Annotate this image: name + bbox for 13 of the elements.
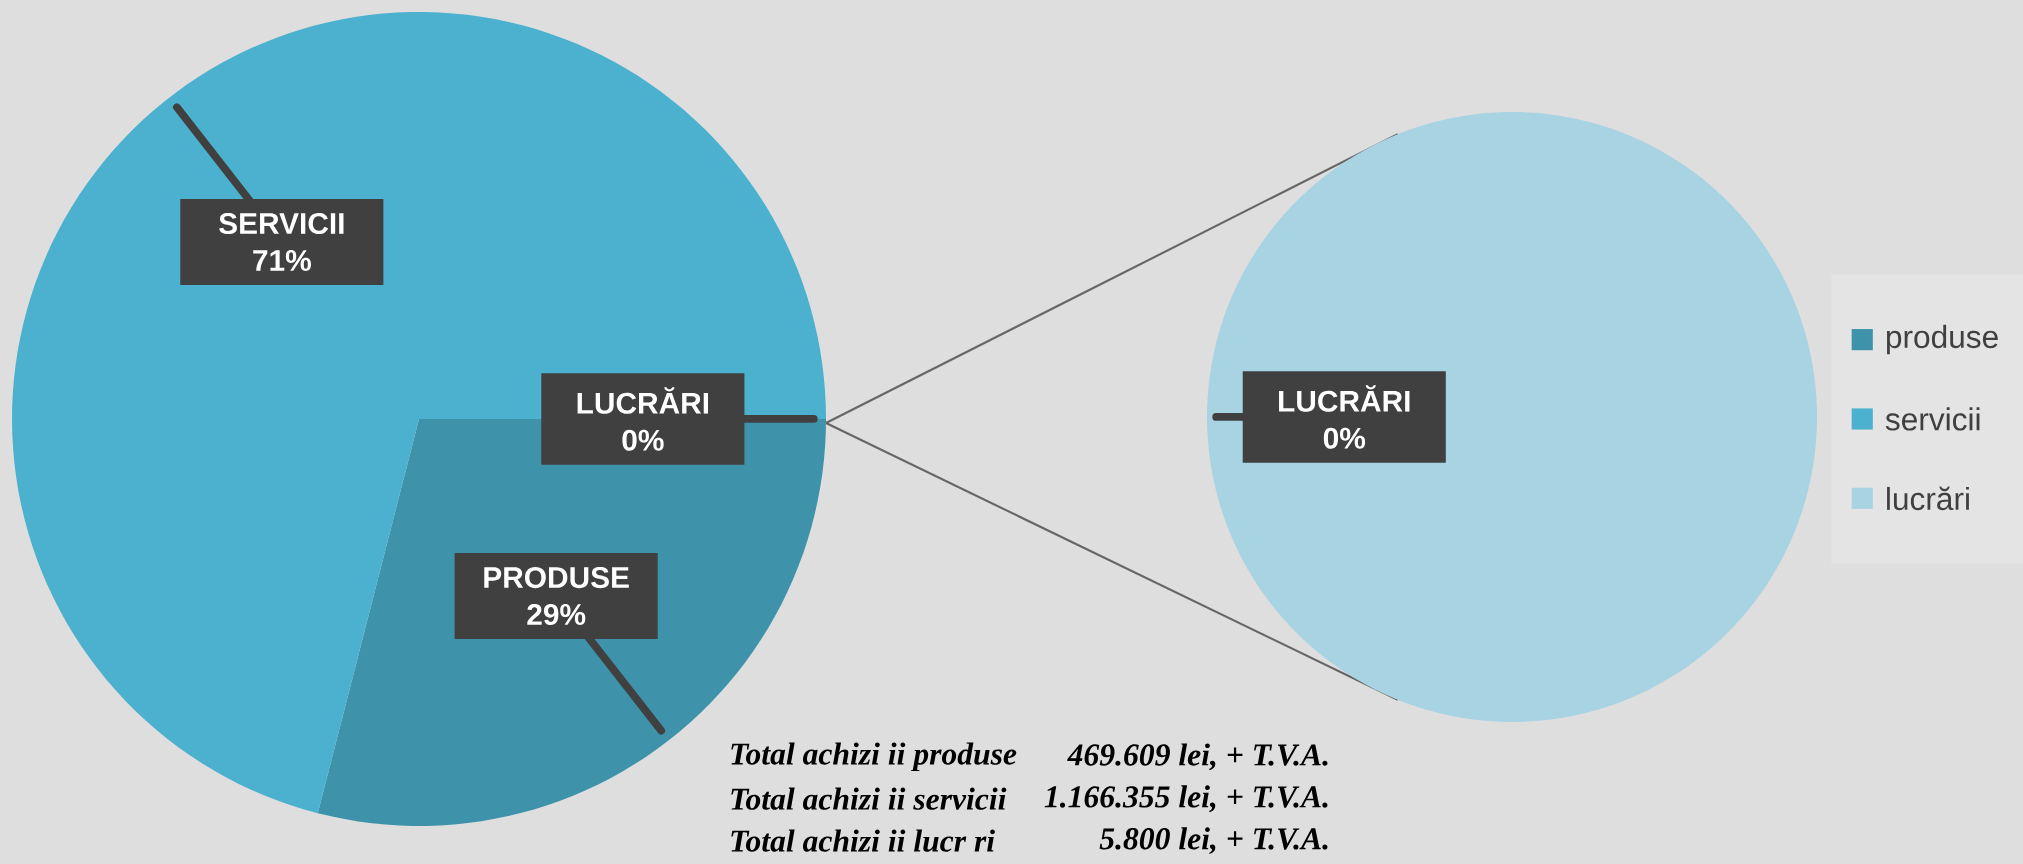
text: Total achizi ii produse bbox=[731, 742, 1017, 772]
text: 1.166.355 lei, + T.V.A. bbox=[1044, 785, 1328, 813]
data-label: PRODUSE 29% bbox=[484, 567, 629, 626]
text: Total achizi ii lucr ri bbox=[731, 829, 995, 852]
text: LUCRĂRI 0% bbox=[577, 387, 709, 451]
text: 469.609 lei, + T.V.A. bbox=[1067, 743, 1328, 771]
data-label: SERVICII 71% bbox=[219, 212, 344, 271]
text: 5.800 lei, + T.V.A. bbox=[1099, 827, 1328, 855]
data-label: LUCRĂRI 0% bbox=[1279, 385, 1410, 449]
legend-label: produse bbox=[1886, 324, 1998, 355]
text: Total achizi ii servicii bbox=[731, 787, 1007, 810]
legend-label: lucrări bbox=[1887, 486, 1969, 511]
legend-label: servicii bbox=[1885, 407, 1980, 431]
